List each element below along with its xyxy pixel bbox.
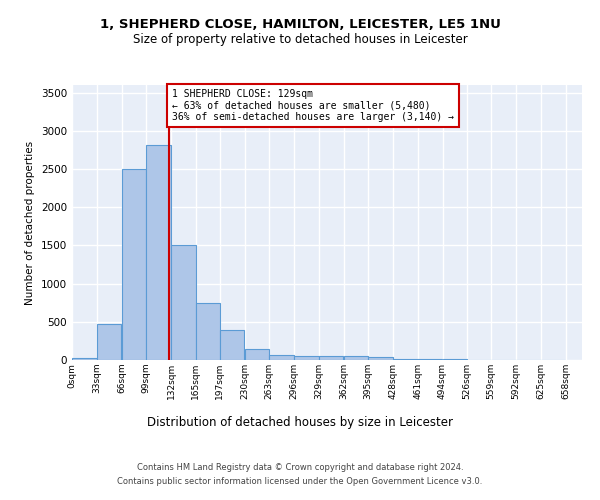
- Bar: [220, 330, 244, 360]
- Bar: [97, 324, 121, 360]
- Bar: [344, 356, 368, 360]
- Bar: [245, 350, 269, 360]
- Bar: [319, 356, 343, 360]
- Bar: [171, 246, 196, 360]
- Bar: [269, 354, 294, 360]
- Text: Contains public sector information licensed under the Open Government Licence v3: Contains public sector information licen…: [118, 476, 482, 486]
- Bar: [72, 358, 97, 360]
- Bar: [146, 144, 171, 360]
- Bar: [443, 359, 467, 360]
- Text: Contains HM Land Registry data © Crown copyright and database right 2024.: Contains HM Land Registry data © Crown c…: [137, 463, 463, 472]
- Bar: [418, 359, 442, 360]
- Text: 1, SHEPHERD CLOSE, HAMILTON, LEICESTER, LE5 1NU: 1, SHEPHERD CLOSE, HAMILTON, LEICESTER, …: [100, 18, 500, 30]
- Bar: [122, 169, 146, 360]
- Y-axis label: Number of detached properties: Number of detached properties: [25, 140, 35, 304]
- Bar: [368, 357, 393, 360]
- Bar: [393, 359, 418, 360]
- Bar: [196, 304, 220, 360]
- Text: Distribution of detached houses by size in Leicester: Distribution of detached houses by size …: [147, 416, 453, 429]
- Text: Size of property relative to detached houses in Leicester: Size of property relative to detached ho…: [133, 32, 467, 46]
- Bar: [294, 356, 319, 360]
- Text: 1 SHEPHERD CLOSE: 129sqm
← 63% of detached houses are smaller (5,480)
36% of sem: 1 SHEPHERD CLOSE: 129sqm ← 63% of detach…: [172, 89, 454, 122]
